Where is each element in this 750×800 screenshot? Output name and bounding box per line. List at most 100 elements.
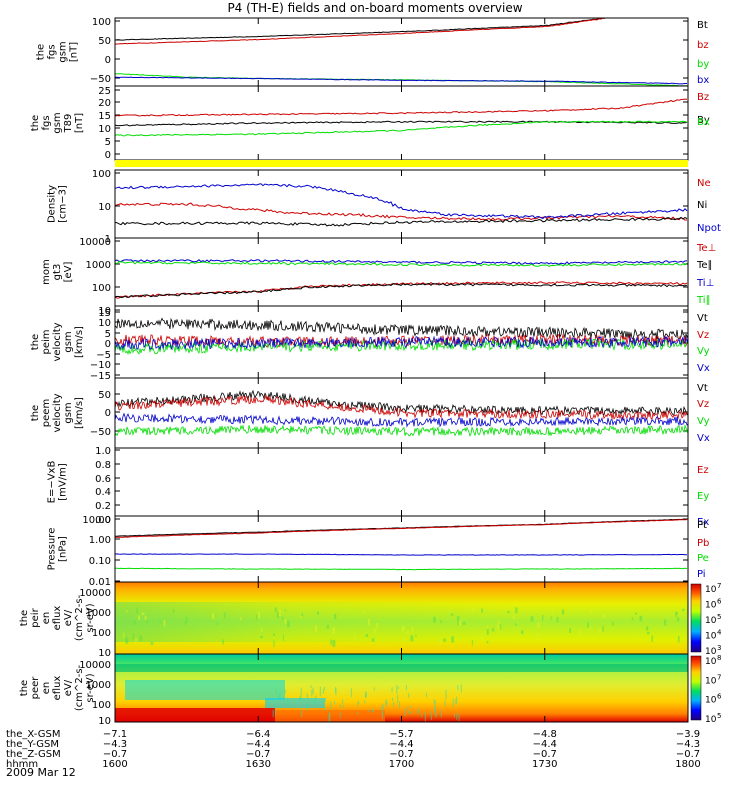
y-axis-label: the peir en eflux eV/(cm^2-s-sr-eV) [19, 594, 96, 641]
colorbar-label: 10 [705, 715, 717, 725]
y-axis-label-line: [mV/m] [58, 463, 69, 501]
y-axis-label-line: Pressure [47, 528, 58, 571]
y-axis-label-line: sr-eV) [85, 603, 96, 632]
orbit-table: the_X-GSM −7.1 −6.4 −5.7 −4.8 −3.9 the_Y-GSM −4… [6, 729, 701, 770]
y-axis-label-line: T89 [63, 114, 74, 134]
colorbar-label: 10 [705, 696, 717, 706]
series-line [115, 394, 688, 421]
y-tick-label: 20 [98, 98, 111, 109]
series-line [115, 281, 688, 299]
colorbar-exponent: 7 [717, 673, 721, 681]
colorbar-label: 10 [705, 657, 717, 667]
legend-entry: Pt [697, 520, 707, 531]
y-axis-label-line: [km/s] [74, 397, 85, 429]
legend-entry: bx [697, 75, 709, 86]
y-tick-label: −10 [90, 360, 111, 371]
y-tick-label: 0 [105, 339, 111, 350]
orbit-value: 1630 [246, 759, 271, 770]
y-axis-label-line: velocity [52, 393, 63, 432]
y-tick-label: 10000 [79, 588, 111, 599]
panel-3: Density [cm−3] 100 10 1 Ne Ni Npot [47, 169, 721, 245]
y-axis-label-line: eflux [52, 606, 63, 631]
y-axis-label-line: the [30, 115, 41, 131]
y-tick-label: 10 [98, 648, 111, 659]
y-tick-label: 15 [98, 308, 111, 319]
y-axis-label: the peer en eflux eV/(cm^2-s-sr-eV) [19, 664, 96, 711]
orbit-row-label: the_X-GSM [6, 729, 60, 740]
plot-title: P4 (TH-E) fields and on-board moments ov… [227, 1, 522, 15]
legend-entry: Te∥ [696, 260, 713, 271]
y-tick-label: 1000 [86, 260, 111, 271]
y-tick-label: 0.2 [95, 501, 111, 512]
y-axis-label-line: gsm [63, 331, 74, 352]
orbit-value: 1800 [675, 759, 700, 770]
y-axis-label-line: fgs [41, 115, 52, 130]
panel-frame [114, 237, 689, 307]
y-tick-label: 10000 [79, 237, 111, 248]
y-axis-label-line: peir [30, 607, 41, 627]
colorbar [690, 583, 702, 653]
y-axis-label-line: en [41, 682, 52, 695]
y-tick-label: 100 [92, 628, 111, 639]
y-axis-label-line: the [19, 610, 30, 626]
legend-entry: Vt [697, 313, 708, 324]
y-tick-label: −50 [90, 74, 111, 85]
orbit-value: −4.4 [246, 739, 270, 750]
panel-frame [114, 377, 689, 449]
orbit-value: −7.1 [103, 729, 127, 740]
legend-entry: Ne [697, 178, 711, 189]
series-line [115, 183, 688, 219]
y-tick-label: 50 [98, 36, 111, 47]
series-line [115, 335, 688, 351]
legend-entry: bz [697, 40, 709, 51]
y-axis-label-line: [nPa] [58, 536, 69, 562]
y-axis-label-line: the [30, 334, 41, 350]
colorbar-exponent: 6 [717, 598, 722, 606]
orbit-value: −4.4 [389, 739, 413, 750]
y-axis-label: the fgs gsm T89 [nT] [30, 112, 85, 133]
series-line [115, 261, 688, 267]
y-tick-label: 0.01 [89, 577, 111, 588]
panel-frame [114, 447, 689, 517]
orbit-value: −0.7 [103, 749, 127, 760]
legend-entry: Ni [697, 200, 707, 211]
y-tick-label: −15 [90, 371, 111, 382]
orbit-row-label: the_Y-GSM [6, 739, 59, 750]
legend-entry: Pe [697, 553, 709, 564]
y-axis-label-line: the [36, 44, 47, 60]
y-tick-label: 10 [98, 716, 111, 727]
series-line [115, 120, 688, 137]
y-tick-label: 5 [105, 137, 111, 148]
y-axis-label-line: mom [41, 259, 52, 285]
legend-entry: Ex [697, 517, 709, 528]
y-axis-label: mom gt3 [eV] [41, 259, 74, 285]
legend-entry: Bz [697, 92, 709, 103]
y-tick-label: 1 [105, 234, 111, 245]
panel-frame [114, 169, 689, 239]
y-tick-label: 0.10 [89, 556, 111, 567]
panel-8: Pressure [nPa] 10.00 1.00 0.10 0.01 Pt Pb Pe Pi [47, 515, 710, 588]
series-line [115, 18, 606, 45]
legend-entry: Ez [697, 465, 709, 476]
legend-entry: Pi [697, 569, 706, 580]
y-axis-label-line: gsm [58, 41, 69, 62]
y-axis-label-line: the [30, 405, 41, 421]
orbit-value: −0.7 [246, 749, 270, 760]
y-tick-label: 10 [98, 306, 111, 317]
series-line [115, 202, 688, 221]
colorbar-label: 10 [705, 632, 717, 642]
colorbar [690, 655, 702, 721]
y-tick-label: −5 [96, 350, 111, 361]
orbit-value: −5.7 [389, 729, 413, 740]
y-tick-label: 10.00 [82, 515, 111, 526]
series-line [115, 519, 688, 538]
y-tick-label: −50 [90, 427, 111, 438]
y-tick-label: 0 [105, 150, 111, 161]
y-axis-label-line: [eV] [63, 262, 74, 283]
panel-1: the fgs gsm [nT] 100 50 0 −50 Bt bz by bx [36, 17, 709, 87]
legend-entry: Vy [697, 416, 710, 427]
y-tick-label: 100 [92, 700, 111, 711]
orbit-row-label: the_Z-GSM [6, 749, 61, 760]
